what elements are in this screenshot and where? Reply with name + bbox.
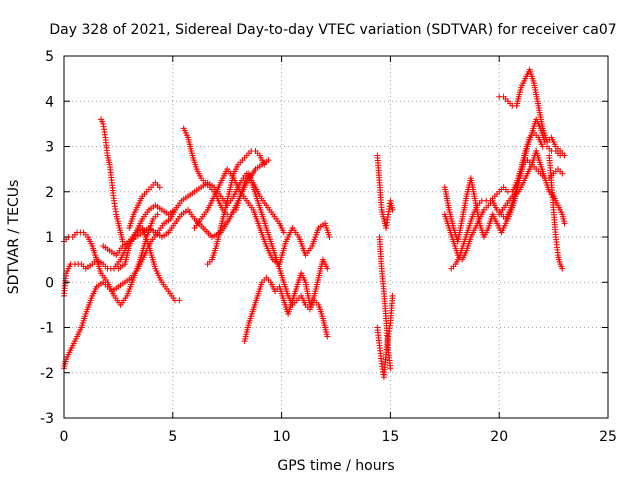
x-tick-label: 20 bbox=[490, 429, 508, 445]
y-tick-label: 1 bbox=[45, 230, 54, 246]
data-point-marker bbox=[324, 333, 331, 340]
x-tick-label: 5 bbox=[168, 429, 177, 445]
x-tick-label: 0 bbox=[60, 429, 69, 445]
data-point-marker bbox=[561, 152, 568, 159]
data-point-marker bbox=[326, 234, 333, 240]
data-point-marker bbox=[559, 170, 566, 177]
y-tick-label: 5 bbox=[45, 49, 54, 65]
y-tick-label: -1 bbox=[40, 321, 54, 337]
x-axis-label: GPS time / hours bbox=[277, 458, 394, 474]
y-tick-label: 0 bbox=[45, 275, 54, 291]
chart-title: Day 328 of 2021, Sidereal Day-to-day VTE… bbox=[49, 22, 616, 38]
x-tick-label: 10 bbox=[273, 429, 291, 445]
axis-ticks: 0 5 10 15 20 25 -3 -2 -1 0 1 2 3 4 5 bbox=[40, 49, 617, 445]
grid-lines bbox=[64, 56, 608, 418]
data-point-marker bbox=[265, 157, 272, 164]
data-point-marker bbox=[261, 161, 268, 168]
data-point-marker bbox=[389, 206, 396, 213]
data-point-marker bbox=[156, 184, 163, 191]
y-tick-label: 4 bbox=[45, 94, 54, 110]
data-point-marker bbox=[387, 365, 394, 372]
data-point-marker bbox=[389, 292, 396, 299]
y-tick-label: -2 bbox=[40, 366, 54, 382]
data-point-marker bbox=[559, 265, 566, 272]
y-tick-label: 2 bbox=[45, 185, 54, 201]
x-tick-label: 25 bbox=[599, 429, 617, 445]
y-tick-label: -3 bbox=[40, 411, 54, 427]
x-tick-label: 15 bbox=[381, 429, 399, 445]
data-point-marker bbox=[176, 297, 183, 304]
data-point-marker bbox=[324, 265, 331, 272]
y-tick-label: 3 bbox=[45, 140, 54, 156]
data-point-marker bbox=[154, 211, 161, 218]
data-point-marker bbox=[280, 229, 287, 236]
y-axis-label: SDTVAR / TECUs bbox=[6, 180, 22, 295]
data-point-marker bbox=[561, 220, 568, 227]
data-points bbox=[61, 66, 568, 381]
